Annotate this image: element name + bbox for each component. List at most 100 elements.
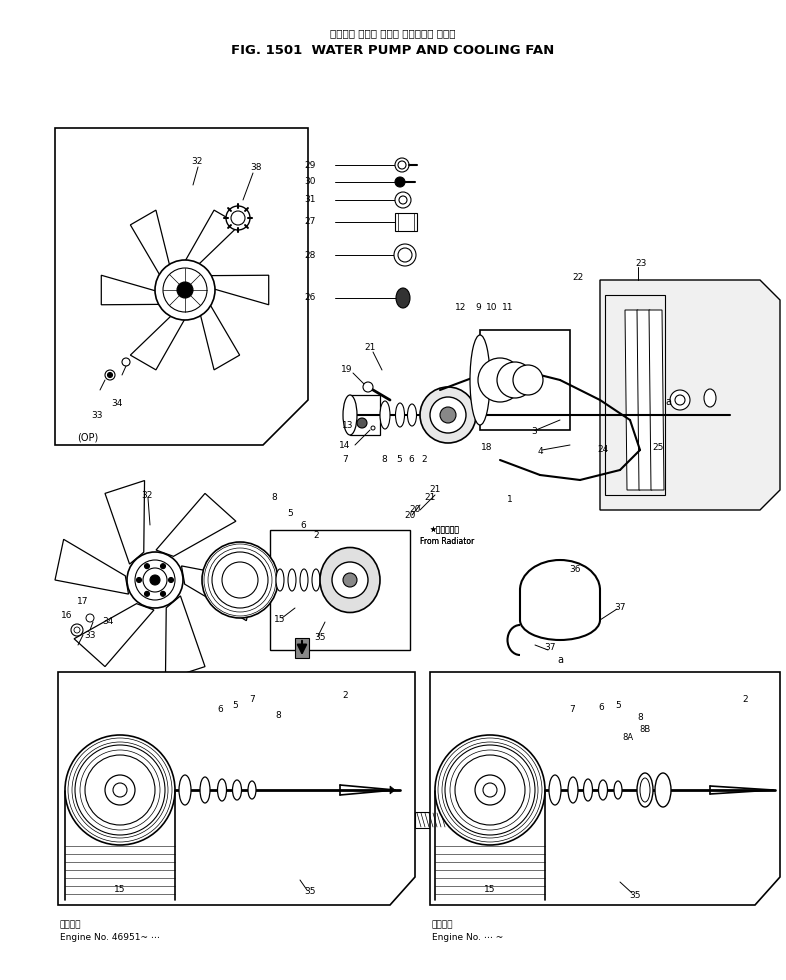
Circle shape xyxy=(343,573,357,587)
Polygon shape xyxy=(105,480,145,564)
Circle shape xyxy=(670,390,690,410)
Text: 8A: 8A xyxy=(623,733,634,743)
Text: 5: 5 xyxy=(287,510,293,518)
Text: 6: 6 xyxy=(300,520,306,529)
Text: 19: 19 xyxy=(341,366,353,374)
Text: ウォータ ポンプ および クーリング ファン: ウォータ ポンプ および クーリング ファン xyxy=(330,28,456,38)
Polygon shape xyxy=(130,210,171,279)
Text: 12: 12 xyxy=(455,303,467,312)
Text: Engine No. 46951~ ⋯: Engine No. 46951~ ⋯ xyxy=(60,933,160,942)
Text: From Radiator: From Radiator xyxy=(420,537,474,547)
Text: 14: 14 xyxy=(340,440,351,450)
Ellipse shape xyxy=(320,548,380,612)
Circle shape xyxy=(478,358,522,402)
Circle shape xyxy=(160,591,166,597)
Circle shape xyxy=(435,735,545,845)
Polygon shape xyxy=(625,310,640,490)
Text: 26: 26 xyxy=(304,293,316,303)
Ellipse shape xyxy=(614,781,622,799)
Ellipse shape xyxy=(324,569,332,591)
Polygon shape xyxy=(182,565,255,620)
Circle shape xyxy=(155,260,215,320)
Text: 適用号等: 適用号等 xyxy=(432,920,454,929)
Text: 15: 15 xyxy=(114,886,126,895)
Text: 5: 5 xyxy=(396,456,402,465)
Circle shape xyxy=(65,735,175,845)
Polygon shape xyxy=(390,786,395,794)
Circle shape xyxy=(357,418,367,428)
Ellipse shape xyxy=(276,569,284,591)
Text: 23: 23 xyxy=(635,259,647,268)
Circle shape xyxy=(105,775,135,805)
Text: 17: 17 xyxy=(77,598,89,607)
Text: 5: 5 xyxy=(232,701,238,710)
Circle shape xyxy=(420,387,476,443)
Circle shape xyxy=(394,244,416,266)
Text: 15: 15 xyxy=(274,615,286,624)
Text: 6: 6 xyxy=(598,704,604,712)
Ellipse shape xyxy=(655,773,671,807)
Circle shape xyxy=(105,370,115,380)
Ellipse shape xyxy=(300,569,308,591)
Text: 1: 1 xyxy=(507,496,513,505)
Text: 22: 22 xyxy=(572,273,584,282)
Polygon shape xyxy=(58,672,415,905)
Text: 2: 2 xyxy=(421,456,427,465)
Text: 37: 37 xyxy=(544,644,556,653)
Text: 21: 21 xyxy=(424,494,435,503)
Text: 6: 6 xyxy=(217,706,223,714)
Text: 8: 8 xyxy=(275,710,281,719)
Circle shape xyxy=(143,568,167,592)
Text: 32: 32 xyxy=(141,491,152,500)
Ellipse shape xyxy=(380,401,390,429)
Polygon shape xyxy=(205,275,269,305)
Text: ★ジェーから: ★ジェーから xyxy=(430,525,460,534)
Text: 11: 11 xyxy=(502,303,514,312)
Circle shape xyxy=(332,562,368,598)
Text: 7: 7 xyxy=(249,696,255,705)
Circle shape xyxy=(137,577,141,582)
Circle shape xyxy=(475,775,505,805)
Circle shape xyxy=(398,248,412,262)
Text: 33: 33 xyxy=(84,630,96,640)
Text: From Radiator: From Radiator xyxy=(420,537,474,547)
Ellipse shape xyxy=(598,780,608,800)
Text: 7: 7 xyxy=(569,706,575,714)
Circle shape xyxy=(399,196,407,204)
Circle shape xyxy=(483,783,497,797)
Ellipse shape xyxy=(218,779,226,801)
Circle shape xyxy=(513,365,543,395)
Ellipse shape xyxy=(640,778,650,802)
Text: 2: 2 xyxy=(313,530,319,540)
Text: 38: 38 xyxy=(250,164,262,172)
Text: 30: 30 xyxy=(304,177,316,186)
Text: 35: 35 xyxy=(630,891,641,900)
Text: 37: 37 xyxy=(614,603,626,612)
Polygon shape xyxy=(156,493,236,557)
Circle shape xyxy=(497,362,533,398)
Polygon shape xyxy=(200,301,240,369)
Bar xyxy=(395,213,417,231)
Text: 4: 4 xyxy=(537,448,543,457)
Circle shape xyxy=(108,372,112,377)
Text: 28: 28 xyxy=(304,251,316,260)
Text: 9: 9 xyxy=(475,303,481,312)
Bar xyxy=(270,530,410,650)
Polygon shape xyxy=(130,313,187,369)
Ellipse shape xyxy=(549,775,561,805)
Circle shape xyxy=(122,358,130,366)
Circle shape xyxy=(163,268,207,312)
Ellipse shape xyxy=(288,569,296,591)
Circle shape xyxy=(145,591,149,597)
Bar xyxy=(480,330,570,430)
Ellipse shape xyxy=(470,335,490,425)
Text: 25: 25 xyxy=(652,444,663,453)
Text: 13: 13 xyxy=(342,420,354,429)
Circle shape xyxy=(445,745,535,835)
Ellipse shape xyxy=(637,773,653,807)
Circle shape xyxy=(74,627,80,633)
Polygon shape xyxy=(649,310,664,490)
Polygon shape xyxy=(101,275,164,305)
Ellipse shape xyxy=(200,777,210,803)
Polygon shape xyxy=(600,280,780,510)
